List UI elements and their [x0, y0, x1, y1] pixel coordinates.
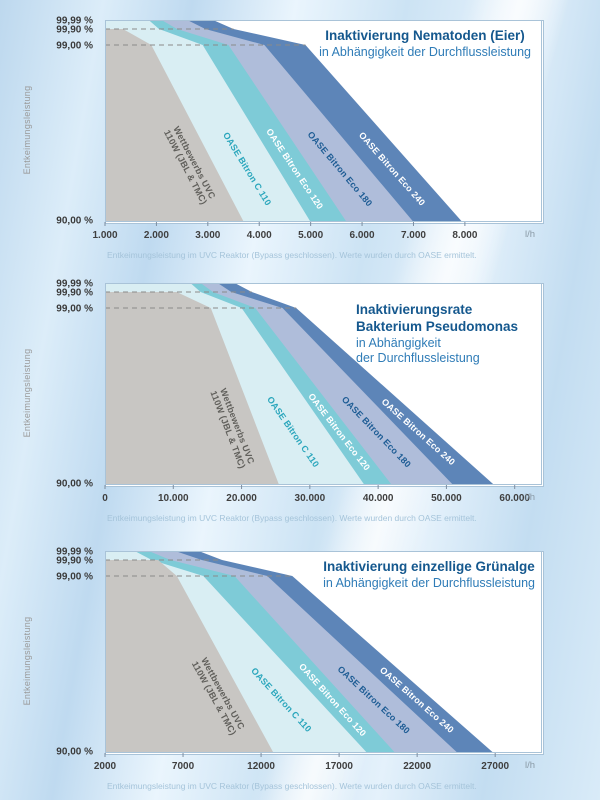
plot-frame [105, 551, 542, 753]
x-tick-label: 12000 [247, 761, 275, 772]
y-axis-title: Entkeimungsleistung [22, 85, 32, 175]
chart-title-nematoden: Inaktivierung Nematoden (Eier) in Abhäng… [319, 28, 531, 61]
x-tick-label: 7.000 [401, 230, 426, 241]
x-tick-label: 27000 [481, 761, 509, 772]
plot-area-pseudomonas: 0 10.000 20.000 30.000 40.000 50.000 60.000 l/h… [102, 283, 544, 504]
series-band-wettbewerbs-uvc-110w-jbl-tmc- [105, 560, 274, 753]
y-axis-labels: 99,99 % 99,90 % 99,00 % 90,00 % [41, 279, 99, 490]
y-tick-9999: 99,99 % [56, 15, 93, 27]
y-tick-9990: 99,90 % [56, 287, 93, 299]
x-tick-label: 4.000 [247, 230, 272, 241]
x-tick-label: 30.000 [295, 493, 326, 504]
y-tick-9000: 90,00 % [56, 746, 93, 758]
x-tick-label: 7000 [172, 761, 195, 772]
x-tick-label: 2000 [94, 761, 117, 772]
series-band-wettbewerbs-uvc-110w-jbl-tmc- [105, 29, 244, 222]
chart-title-bold: Inaktivierung Nematoden (Eier) [325, 28, 525, 43]
y-tick-9900: 99,00 % [56, 571, 93, 583]
chart-canvas-pseudomonas: 0 10.000 20.000 30.000 40.000 50.000 60.000l/h… [102, 283, 542, 504]
chart-title-sub: in Abhängigkeit [356, 335, 441, 350]
y-tick-9000: 90,00 % [56, 478, 93, 490]
chart-title-pseudomonas: Inaktivierungsrate Bakterium Pseudomonas… [356, 302, 518, 367]
x-tick-label: 1.000 [92, 230, 117, 241]
x-tick-label: 6.000 [350, 230, 375, 241]
y-tick-9900: 99,00 % [56, 303, 93, 315]
source-note: Entkeimungsleistung im UVC Reaktor (Bypa… [107, 250, 477, 260]
chart-title-gruenalge: Inaktivierung einzellige Grünalge in Abh… [323, 559, 535, 592]
x-tick-label: 5.000 [298, 230, 323, 241]
y-axis-labels: 99,99 % 99,90 % 99,00 % 90,00 % [41, 547, 99, 758]
plot-frame [105, 283, 542, 485]
y-tick-9999: 99,99 % [56, 278, 93, 290]
plot-frame [105, 20, 542, 222]
x-axis-unit: l/h [525, 229, 535, 240]
chart-title-sub: in Abhängigkeit der Durchflussleistung [323, 575, 535, 590]
source-note: Entkeimungsleistung im UVC Reaktor (Bypa… [107, 513, 477, 523]
chart-panel-gruenalge: 99,99 % 99,90 % 99,00 % 90,00 % Entkeimu… [22, 547, 544, 791]
chart-panel-nematoden: 99,99 % 99,90 % 99,00 % 90,00 % Entkeimu… [22, 16, 544, 260]
x-axis-unit: l/h [525, 760, 535, 771]
source-note: Entkeimungsleistung im UVC Reaktor (Bypa… [107, 781, 477, 791]
series-band-wettbewerbs-uvc-110w-jbl-tmc- [105, 292, 280, 485]
chart-canvas-nematoden: 1.000 2.000 3.000 4.000 5.000 6.000 7.000 8.000… [92, 20, 542, 241]
chart-title-sub: der Durchflussleistung [356, 351, 480, 366]
y-tick-9000: 90,00 % [56, 215, 93, 227]
x-axis-unit: l/h [525, 492, 535, 503]
y-tick-9900: 99,00 % [56, 40, 93, 52]
x-tick-label: 10.000 [158, 493, 189, 504]
chart-title-bold: Inaktivierung einzellige Grünalge [323, 559, 535, 574]
y-axis-title: Entkeimungsleistung [22, 348, 32, 438]
x-tick-label: 8.000 [452, 230, 477, 241]
y-tick-9999: 99,99 % [56, 546, 93, 558]
y-axis-title: Entkeimungsleistung [22, 616, 32, 706]
x-tick-label: 22000 [403, 761, 431, 772]
chart-title-bold: Inaktivierungsrate [356, 302, 473, 317]
x-tick-label: 60.000 [499, 493, 530, 504]
y-tick-9990: 99,90 % [56, 555, 93, 567]
plot-area-nematoden: 1.000 2.000 3.000 4.000 5.000 6.000 7.000 8.000… [92, 20, 544, 241]
chart-canvas-gruenalge: 2000 7000 12000 17000 22000 27000 l/hWettbewer… [94, 551, 542, 772]
x-tick-label: 3.000 [195, 230, 220, 241]
x-tick-label: 20.000 [226, 493, 257, 504]
x-tick-label: 40.000 [363, 493, 394, 504]
chart-title-bold: Bakterium Pseudomonas [356, 318, 519, 334]
y-tick-9990: 99,90 % [56, 24, 93, 36]
x-tick-label: 50.000 [431, 493, 462, 504]
chart-title-sub: in Abhängigkeit der Durchflussleistung [319, 44, 531, 59]
y-axis-labels: 99,99 % 99,90 % 99,00 % 90,00 % [41, 16, 99, 227]
x-tick-label: 2.000 [144, 230, 169, 241]
x-tick-label: 0 [102, 493, 108, 504]
chart-panel-pseudomonas: 99,99 % 99,90 % 99,00 % 90,00 % Entkeimu… [22, 279, 544, 523]
plot-area-gruenalge: 2000 7000 12000 17000 22000 27000 l/h Wettbewer… [94, 551, 544, 772]
x-tick-label: 17000 [325, 761, 353, 772]
